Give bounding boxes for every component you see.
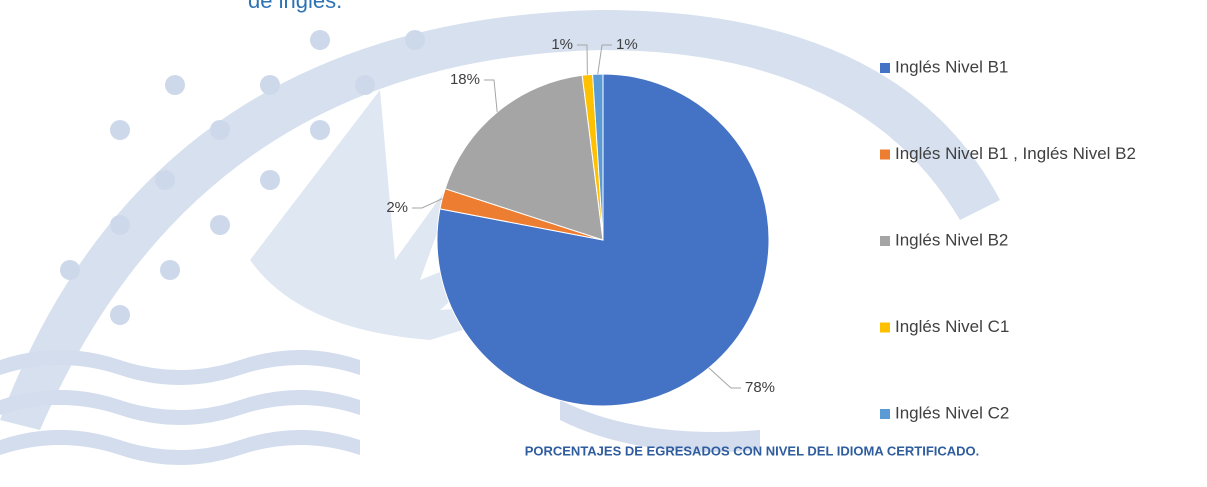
legend-swatch <box>880 236 890 246</box>
data-label: 1% <box>551 36 573 53</box>
legend-label: Inglés Nivel B2 <box>895 230 1008 249</box>
legend-swatch <box>880 409 890 419</box>
legend-swatch <box>880 323 890 333</box>
data-label: 78% <box>745 379 775 396</box>
chart-title: de inglés. <box>248 0 342 13</box>
legend-swatch <box>880 150 890 160</box>
page: {"chart_data": {"type": "pie", "title": … <box>0 0 1207 487</box>
data-label: 18% <box>450 71 480 88</box>
legend-label: Inglés Nivel C2 <box>895 403 1009 422</box>
data-label: 2% <box>386 199 408 216</box>
legend-label: Inglés Nivel B1 , Inglés Nivel B2 <box>895 144 1136 163</box>
chart: de inglés. PORCENTAJES DE EGRESADOS CON … <box>0 0 1207 487</box>
legend-swatch <box>880 63 890 73</box>
leader-line <box>709 368 741 388</box>
chart-caption: PORCENTAJES DE EGRESADOS CON NIVEL DEL I… <box>525 443 980 458</box>
leader-line <box>484 80 497 112</box>
data-label: 1% <box>616 36 638 53</box>
legend-label: Inglés Nivel C1 <box>895 317 1009 336</box>
legend-label: Inglés Nivel B1 <box>895 57 1008 76</box>
